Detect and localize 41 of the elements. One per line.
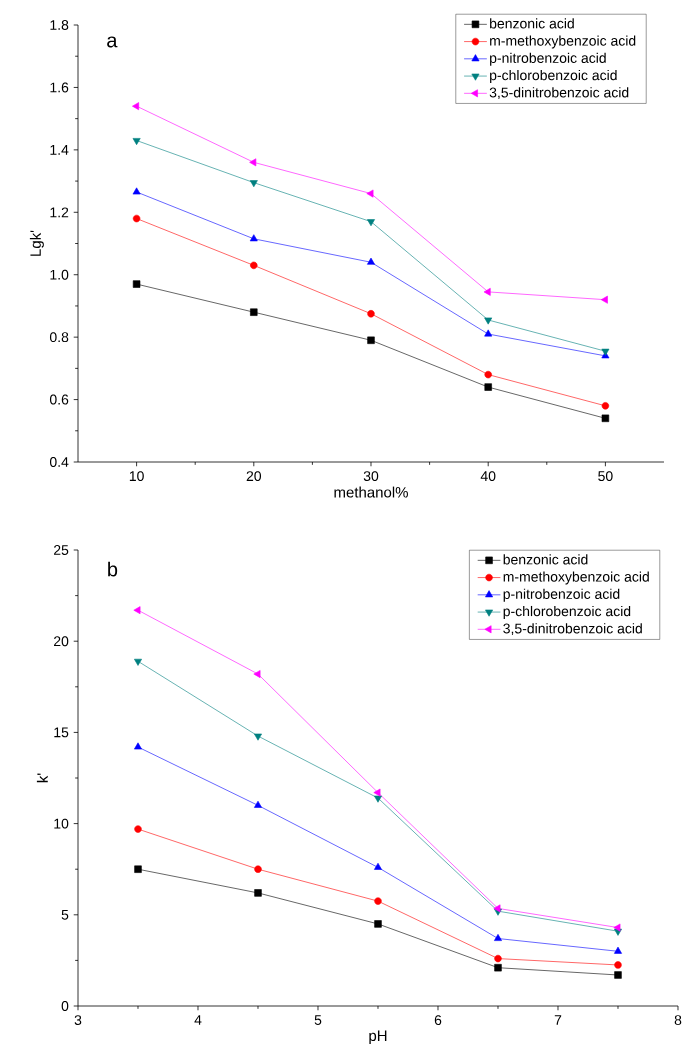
legend-label: p-chlorobenzoic acid [503, 605, 631, 619]
y-axis-title: k' [36, 773, 48, 783]
x-tick-label: 20 [246, 471, 262, 482]
legend-label: p-nitrobenzoic acid [503, 588, 620, 602]
x-tick-label: 30 [363, 471, 379, 482]
y-tick-label: 20 [54, 636, 69, 647]
x-tick-label: 10 [129, 471, 144, 482]
y-axis-title: Lgk' [29, 230, 44, 256]
x-tick-label: 4 [194, 1015, 202, 1025]
legend-label: 3,5-dinitrobenzoic acid [503, 623, 642, 636]
legend-label: m-methoxybenzoic acid [490, 35, 636, 49]
x-tick-label: 5 [314, 1015, 322, 1025]
y-tick-label: 1.8 [50, 20, 69, 30]
x-tick-label: 8 [674, 1015, 682, 1026]
x-axis-title: methanol% [334, 486, 408, 498]
x-tick-label: 6 [434, 1015, 442, 1026]
legend-label: p-nitrobenzoic acid [490, 52, 606, 66]
chart-title: b [108, 561, 118, 577]
y-tick-label: 0 [61, 1001, 69, 1011]
x-tick-label: 7 [554, 1015, 562, 1025]
x-tick-label: 40 [480, 471, 496, 482]
y-tick-label: 1.4 [50, 145, 69, 155]
x-axis-title: pH [369, 1030, 387, 1045]
y-tick-label: 5 [61, 909, 69, 920]
x-tick-label: 50 [598, 471, 613, 482]
y-tick-label: 10 [54, 818, 69, 829]
y-tick-label: 1.2 [50, 207, 69, 218]
y-tick-label: 0.6 [49, 394, 69, 405]
y-tick-label: 0.8 [49, 332, 69, 343]
x-tick-label: 3 [74, 1015, 82, 1026]
y-tick-label: 1.0 [50, 269, 69, 280]
y-tick-label: 15 [54, 727, 69, 738]
y-tick-label: 0.4 [49, 457, 69, 467]
legend-label: 3,5-dinitrobenzoic acid [489, 87, 629, 100]
y-tick-label: 25 [54, 545, 69, 555]
legend-label: p-chlorobenzoic acid [490, 69, 617, 83]
legend-label: benzonic acid [503, 554, 588, 565]
legend-label: m-methoxybenzoic acid [503, 571, 649, 585]
y-tick-label: 1.6 [50, 82, 69, 93]
chart-title: a [107, 36, 118, 48]
legend-label: benzonic acid [490, 18, 574, 29]
